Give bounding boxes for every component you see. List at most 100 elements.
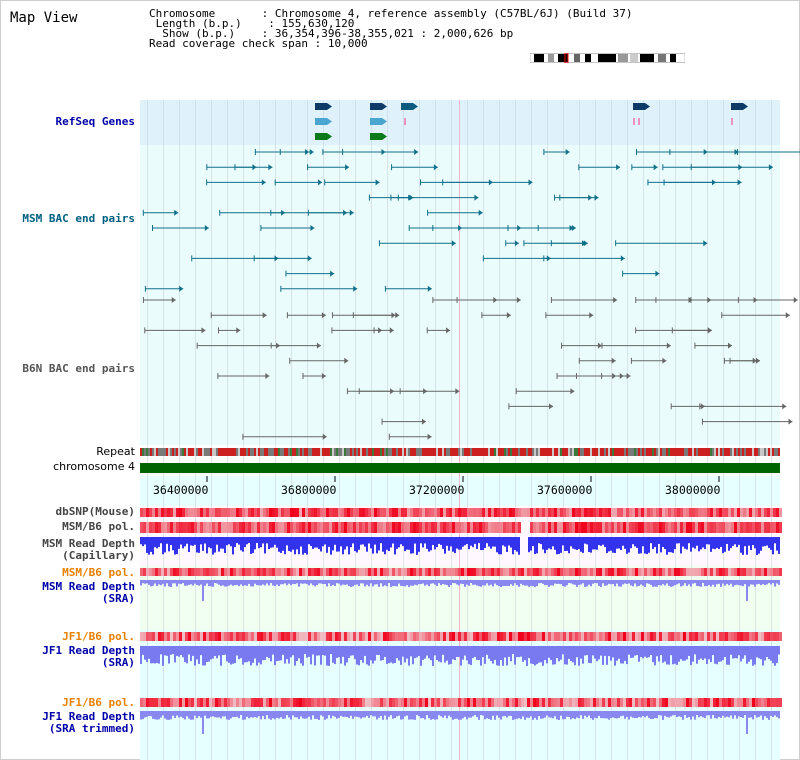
msm-cap-depth bbox=[766, 537, 768, 546]
repeat-block bbox=[324, 448, 326, 456]
msm-sra-depth bbox=[694, 580, 696, 584]
msm-pol2-cell bbox=[533, 568, 536, 576]
jf1-pol-cell bbox=[728, 632, 731, 641]
jf1-pol-cell bbox=[458, 632, 461, 641]
msm-sra-depth bbox=[198, 580, 200, 586]
msm-pol-cell bbox=[758, 522, 761, 533]
jf1-pol2-cell bbox=[767, 698, 770, 707]
repeat-block bbox=[204, 448, 206, 456]
jf1-trim-depth bbox=[196, 711, 198, 719]
msm-cap-depth bbox=[472, 537, 474, 548]
jf1-sra-depth bbox=[650, 646, 652, 656]
jf1-pol-cell bbox=[680, 632, 683, 641]
jf1-b6-pol-2-label[interactable]: JF1/B6 pol. bbox=[62, 696, 135, 709]
msm-sra-depth bbox=[324, 580, 326, 585]
msm-cap-depth bbox=[174, 537, 176, 555]
msm-pol2-cell bbox=[314, 568, 317, 576]
jf1-pol2-cell bbox=[737, 698, 740, 707]
msm-cap-depth bbox=[294, 537, 296, 555]
msm-cap-depth bbox=[574, 537, 576, 550]
jf1-trim-depth bbox=[752, 711, 754, 720]
msm-sra-depth bbox=[270, 580, 272, 584]
repeat-block bbox=[772, 448, 774, 456]
jf1-depth-sra-label[interactable]: JF1 Read Depth (SRA) bbox=[42, 644, 135, 669]
msm-sra-depth bbox=[558, 580, 560, 584]
msm-cap-depth bbox=[258, 537, 260, 549]
repeat-block bbox=[594, 448, 596, 456]
msm-pol2-cell bbox=[674, 568, 677, 576]
b6n-bac-label[interactable]: B6N BAC end pairs bbox=[22, 362, 135, 375]
msm-pol-cell bbox=[677, 522, 680, 533]
jf1-trim-depth bbox=[760, 711, 762, 716]
dbsnp-cell bbox=[575, 508, 578, 517]
msm-cap-depth bbox=[700, 537, 702, 550]
dbsnp-cell bbox=[686, 508, 689, 517]
msm-sra-depth bbox=[458, 580, 460, 586]
msm-b6-pol-2-label[interactable]: MSM/B6 pol. bbox=[62, 566, 135, 579]
jf1-trim-depth bbox=[410, 711, 412, 720]
msm-cap-depth bbox=[340, 537, 342, 547]
msm-cap-depth bbox=[712, 537, 714, 549]
chromosome-ideogram[interactable] bbox=[530, 53, 685, 63]
refseq-genes-label[interactable]: RefSeq Genes bbox=[55, 115, 135, 128]
jf1-pol2-cell bbox=[500, 698, 503, 707]
jf1-sra-depth bbox=[600, 646, 602, 656]
msm-sra-depth bbox=[388, 580, 390, 584]
jf1-b6-pol-label[interactable]: JF1/B6 pol. bbox=[62, 630, 135, 643]
msm-pol-cell bbox=[635, 522, 638, 533]
msm-pol-cell bbox=[698, 522, 701, 533]
msm-sra-depth bbox=[252, 580, 254, 587]
msm-cap-depth bbox=[500, 537, 502, 555]
msm-sra-depth bbox=[402, 580, 404, 586]
repeat-block bbox=[254, 448, 256, 456]
dbsnp-label[interactable]: dbSNP(Mouse) bbox=[55, 505, 135, 518]
jf1-trim-depth bbox=[336, 711, 338, 719]
jf1-trim-depth bbox=[242, 711, 244, 720]
jf1-sra-depth bbox=[748, 646, 750, 662]
msm-pol2-cell bbox=[338, 568, 341, 576]
repeat-block bbox=[274, 448, 276, 456]
repeat-block bbox=[760, 448, 762, 456]
repeat-block bbox=[548, 448, 550, 456]
jf1-depth-trim-label[interactable]: JF1 Read Depth (SRA trimmed) bbox=[42, 710, 135, 735]
dbsnp-cell bbox=[197, 508, 200, 517]
msm-cap-depth bbox=[218, 537, 220, 552]
repeat-block bbox=[614, 448, 616, 456]
dbsnp-cell bbox=[374, 508, 377, 517]
b6n-bac-arrow bbox=[785, 312, 790, 319]
msm-pol-cell bbox=[656, 522, 659, 533]
msm-sra-depth bbox=[494, 580, 496, 584]
msm-bac-label[interactable]: MSM BAC end pairs bbox=[22, 212, 135, 225]
jf1-trim-depth bbox=[668, 711, 670, 718]
msm-cap-depth bbox=[170, 537, 172, 546]
msm-pol2-cell bbox=[362, 568, 365, 576]
msm-depth-sra-label[interactable]: MSM Read Depth (SRA) bbox=[42, 580, 135, 605]
jf1-sra-depth bbox=[384, 646, 386, 657]
jf1-sra-depth bbox=[482, 646, 484, 658]
msm-pol-cell bbox=[185, 522, 188, 533]
msm-b6-pol-label[interactable]: MSM/B6 pol. bbox=[62, 520, 135, 533]
jf1-pol2-cell bbox=[710, 698, 713, 707]
msm-pol-cell bbox=[617, 522, 620, 533]
msm-pol-cell bbox=[248, 522, 251, 533]
jf1-pol-cell bbox=[485, 632, 488, 641]
msm-pol2-cell bbox=[329, 568, 332, 576]
jf1-pol2-cell bbox=[386, 698, 389, 707]
jf1-pol2-cell bbox=[365, 698, 368, 707]
repeat-block bbox=[636, 448, 638, 456]
jf1-trim-depth bbox=[300, 711, 302, 717]
jf1-trim-depth bbox=[756, 711, 758, 718]
msm-pol2-cell bbox=[401, 568, 404, 576]
msm-pol2-cell bbox=[524, 568, 527, 576]
refseq-gene bbox=[401, 103, 413, 110]
msm-sra-depth bbox=[746, 580, 748, 601]
msm-cap-depth bbox=[742, 537, 744, 555]
msm-depth-capillary-label[interactable]: MSM Read Depth (Capillary) bbox=[42, 537, 135, 562]
jf1-trim-depth bbox=[532, 711, 534, 720]
msm-sra-depth bbox=[332, 580, 334, 585]
msm-pol2-cell bbox=[416, 568, 419, 576]
msm-cap-depth bbox=[586, 537, 588, 545]
repeat-block bbox=[516, 448, 518, 456]
msm-pol-cell bbox=[491, 522, 494, 533]
